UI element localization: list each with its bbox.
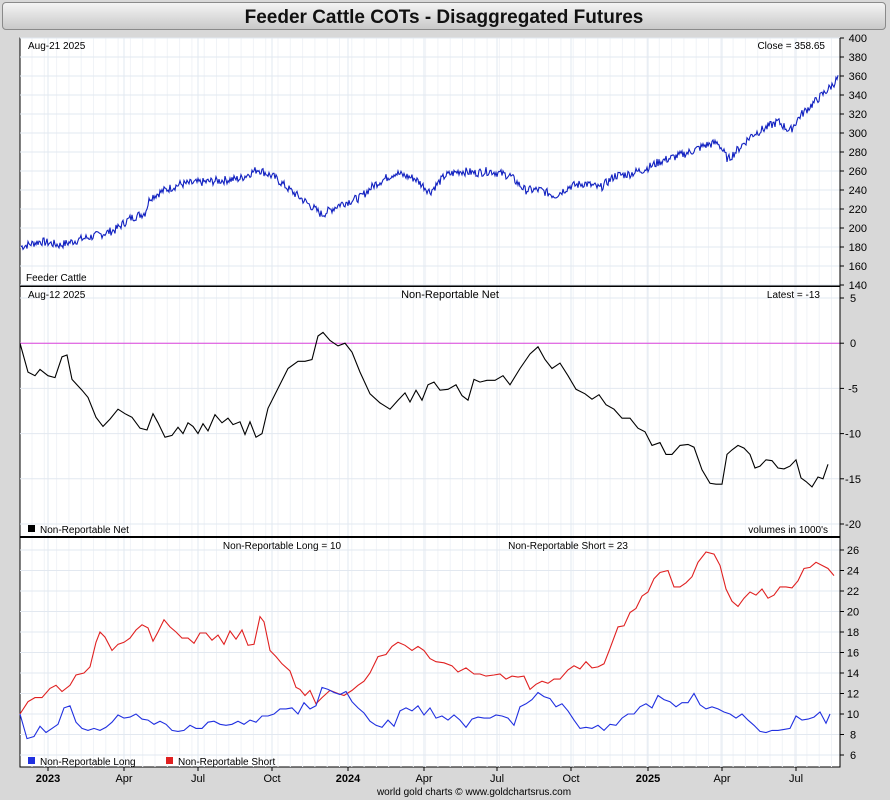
y-tick-label: 380 — [849, 52, 867, 64]
x-tick-label: 2025 — [636, 773, 660, 785]
y-tick-label: 26 — [847, 545, 859, 557]
x-tick-label: Jul — [191, 773, 205, 785]
y-tick-label: 18 — [847, 627, 859, 639]
y-tick-label: 0 — [850, 338, 856, 350]
long-legend-swatch — [28, 757, 35, 764]
x-tick-label: Apr — [415, 773, 432, 785]
short-legend-label: Non-Reportable Short — [178, 757, 275, 768]
price-close-label: Close = 358.65 — [757, 41, 825, 52]
x-tick-label: Oct — [562, 773, 579, 785]
units-label: volumes in 1000's — [748, 525, 828, 536]
y-tick-label: 10 — [847, 709, 859, 721]
y-tick-label: 8 — [850, 730, 856, 742]
y-tick-label: 5 — [850, 293, 856, 305]
y-tick-label: 140 — [849, 280, 867, 292]
long-line — [19, 686, 831, 740]
x-tick-label: Jul — [789, 773, 803, 785]
y-tick-label: 300 — [849, 128, 867, 140]
x-tick-label: 2024 — [336, 773, 361, 785]
y-tick-label: 12 — [847, 689, 859, 701]
y-tick-label: 16 — [847, 648, 859, 660]
y-tick-label: 260 — [849, 166, 867, 178]
y-tick-label: 20 — [847, 607, 859, 619]
price-series-label: Feeder Cattle — [26, 273, 87, 284]
y-tick-label: -20 — [845, 519, 861, 531]
y-tick-label: 220 — [849, 204, 867, 216]
x-tick-label: Oct — [263, 773, 280, 785]
long-legend-label: Non-Reportable Long — [40, 757, 136, 768]
y-tick-label: 340 — [849, 90, 867, 102]
x-tick-label: Apr — [713, 773, 730, 785]
x-tick-label: 2023 — [36, 773, 60, 785]
y-tick-label: 180 — [849, 242, 867, 254]
y-tick-label: 240 — [849, 185, 867, 197]
net-date-label: Aug-12 2025 — [28, 290, 86, 301]
net-line — [19, 331, 829, 488]
y-tick-label: -15 — [845, 474, 861, 486]
price-date-label: Aug-21 2025 — [28, 41, 86, 52]
y-tick-label: 280 — [849, 147, 867, 159]
y-tick-label: 6 — [850, 750, 856, 762]
y-tick-label: 160 — [849, 261, 867, 273]
y-tick-label: 24 — [847, 566, 859, 578]
y-tick-label: -5 — [848, 383, 858, 395]
net-panel-title: Non-Reportable Net — [401, 289, 499, 301]
price-line — [20, 75, 839, 251]
short-line — [19, 551, 835, 715]
title-bar: Feeder Cattle COTs - Disaggregated Futur… — [2, 2, 886, 30]
net-legend-swatch — [28, 525, 35, 532]
y-tick-label: 22 — [847, 586, 859, 598]
x-tick-label: Apr — [115, 773, 132, 785]
short-panel-title: Non-Reportable Short = 23 — [508, 541, 628, 552]
y-tick-label: 400 — [849, 33, 867, 45]
long-panel-title: Non-Reportable Long = 10 — [223, 541, 342, 552]
net-legend-label: Non-Reportable Net — [40, 525, 129, 536]
plot-area — [19, 37, 841, 768]
chart-title: Feeder Cattle COTs - Disaggregated Futur… — [244, 7, 644, 28]
short-legend-swatch — [166, 757, 173, 764]
y-tick-label: 360 — [849, 71, 867, 83]
net-latest-label: Latest = -13 — [767, 290, 821, 301]
y-tick-label: -10 — [845, 429, 861, 441]
y-tick-label: 14 — [847, 668, 859, 680]
y-tick-label: 200 — [849, 223, 867, 235]
y-tick-label: 320 — [849, 109, 867, 121]
x-tick-label: Jul — [490, 773, 504, 785]
footer-credit: world gold charts © www.goldchartsrus.co… — [376, 787, 571, 798]
